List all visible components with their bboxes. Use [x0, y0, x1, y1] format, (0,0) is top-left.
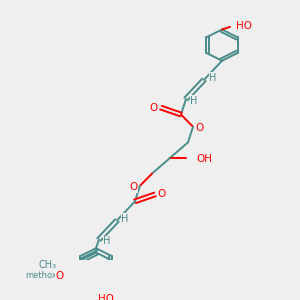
Text: H: H: [121, 214, 129, 224]
Text: O: O: [158, 189, 166, 200]
Text: HO: HO: [98, 294, 114, 300]
Text: O: O: [55, 271, 64, 281]
Text: OH: OH: [196, 154, 212, 164]
Text: H: H: [209, 73, 217, 83]
Text: O: O: [196, 123, 204, 134]
Text: HO: HO: [236, 21, 252, 31]
Text: O: O: [150, 103, 158, 112]
Text: H: H: [190, 96, 198, 106]
Text: H: H: [103, 236, 111, 246]
Text: methoxy: methoxy: [25, 272, 62, 280]
Text: O: O: [55, 271, 64, 281]
Text: O: O: [129, 182, 137, 193]
Text: CH₃: CH₃: [38, 260, 56, 270]
